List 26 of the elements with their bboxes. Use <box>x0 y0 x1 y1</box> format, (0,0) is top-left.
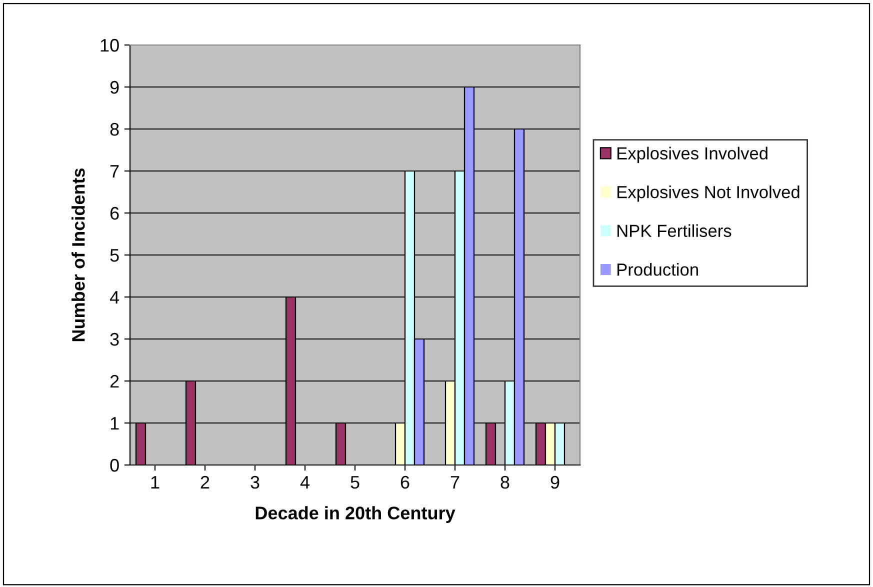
x-tick-label: 3 <box>250 476 260 489</box>
x-tick-label: 1 <box>151 476 160 488</box>
y-axis-title: Number of Incidents <box>72 168 85 342</box>
y-tick-label: 10 <box>100 38 119 52</box>
x-tick-label: 9 <box>550 476 560 489</box>
y-tick-label: 7 <box>110 165 119 178</box>
x-tick-label: 5 <box>350 476 360 489</box>
y-tick-label: 5 <box>110 249 119 262</box>
x-tick-label: 6 <box>400 476 410 489</box>
y-tick-label: 8 <box>110 122 119 136</box>
legend-label: NPK Fertilisers <box>617 224 732 238</box>
y-tick-label: 6 <box>110 206 119 220</box>
y-tick-label: 9 <box>110 80 119 94</box>
x-tick-label: 4 <box>300 476 310 488</box>
y-tick-label: 1 <box>110 417 119 430</box>
y-tick-label: 2 <box>110 374 119 388</box>
legend-label: Explosives Involved <box>617 146 768 163</box>
x-tick-label: 2 <box>200 476 210 488</box>
y-tick-label: 4 <box>110 291 120 304</box>
y-tick-label: 0 <box>110 458 119 472</box>
x-tick-label: 7 <box>450 476 460 488</box>
legend-label: Production <box>617 263 698 276</box>
legend-label: Explosives Not Involved <box>617 186 800 202</box>
x-tick-label: 8 <box>500 476 510 489</box>
x-axis-title: Decade in 20th Century <box>256 506 456 523</box>
y-tick-label: 3 <box>110 332 119 346</box>
